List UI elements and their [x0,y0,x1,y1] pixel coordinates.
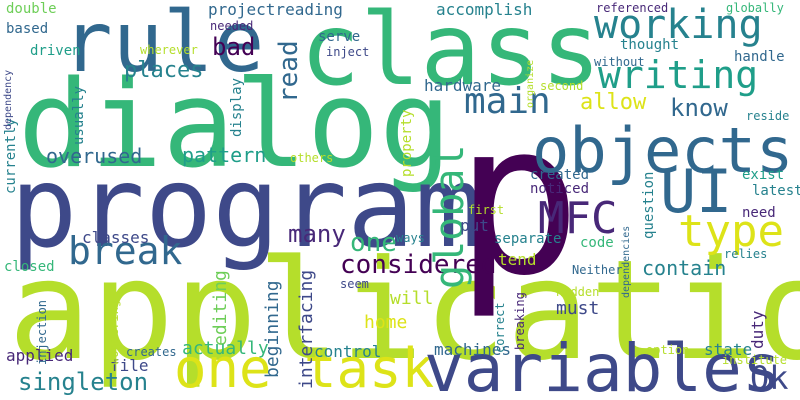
word-closed: closed [4,259,55,275]
word-relies: relies [724,247,768,261]
word-based: based [6,21,49,37]
word-accomplish: accomplish [436,0,533,19]
word-double: double [6,1,57,17]
word-working: working [594,2,763,48]
word-institute: institute [722,353,788,367]
word-dependency: dependency [3,69,14,130]
word-created: created [530,167,590,183]
word-code: code [580,235,614,251]
word-places: places [124,58,204,83]
word-ok: Ok [750,359,789,397]
word-second: second [540,79,584,93]
word-beginning: beginning [262,280,283,378]
word-contain: contain [642,256,727,280]
word-machines: machines [434,340,512,359]
word-type: type [678,206,784,257]
word-ui: UI [660,157,733,227]
word-handle: handle [734,49,785,65]
word-wherever: wherever [140,43,198,57]
word-latest: latest [752,183,800,199]
word-others: others [290,151,334,165]
word-seem: seem [340,277,369,291]
word-need: need [742,205,776,221]
word-reside: reside [746,109,790,123]
word-ways: ways [396,231,425,245]
word-main: main [464,81,551,122]
word-must: must [556,298,600,319]
word-application: application [8,230,800,391]
word-p: p [455,77,582,322]
word-allow: allow [580,90,647,115]
word-question: question [641,171,657,239]
word-interfacing: interfacing [296,269,317,389]
word-variables: variables [424,330,782,400]
word-pattern: pattern [182,143,267,167]
word-considered: considered [340,250,497,280]
word-read: read [274,40,304,103]
word-one: one [350,228,397,258]
word-rule: rule [62,0,265,91]
word-put: put [460,216,489,235]
word-control: control [314,342,382,361]
word-bad: bad [212,33,256,61]
word-driven: driven [30,43,81,59]
word-break: break [68,229,183,273]
word-separate: separate [494,231,562,247]
word-overused: overused [46,144,143,168]
word-globally: globally [726,1,784,15]
word-class: class [300,0,602,108]
word-neither: Neither [572,263,623,277]
word-organize: organize [525,59,536,108]
word-editing: editing [210,270,231,346]
word-serve: serve [318,29,361,45]
word-many: many [288,220,346,248]
word-tend: tend [498,250,537,269]
word-singleton: singleton [18,368,149,396]
word-exist: exist [742,167,785,183]
word-will: will [390,288,434,309]
word-without: without [594,55,645,69]
word-duty: duty [748,310,767,349]
word-correct: correct [493,302,507,353]
word-option: option [646,343,690,357]
word-home: home [364,312,408,333]
word-state: state [704,340,753,359]
word-projectreading: projectreading [208,0,343,19]
word-referenced: referenced [596,1,669,15]
word-classes: classes [82,228,150,247]
word-display: display [229,77,245,137]
word-applied: applied [6,346,74,365]
word-usually: usually [71,85,87,145]
word-actually: actually [182,338,269,359]
word-mfc: MFC [538,193,618,244]
word-one-task: one task [174,337,435,400]
word-noticed: noticed [530,181,590,197]
word-creates: creates [126,345,177,359]
word-program: program [10,143,483,273]
word-objects: objects [532,114,794,187]
word-hardware: hardware [424,76,502,95]
word-inject: inject [326,45,370,59]
word-breaking: breaking [513,292,527,350]
word-file: file [110,356,149,375]
word-dependencies: dependencies [621,225,632,298]
word-injection: injection [35,299,49,365]
word-needed: needed [210,19,254,33]
word-property: property [399,109,415,177]
word-dialog: dialog [18,56,452,195]
word-know: know [670,94,728,122]
word-hidden: hidden [556,285,600,299]
word-first: first [468,203,505,217]
word-thought: thought [620,37,680,53]
word-wondering: wondering [107,299,121,365]
word-writing: writing [598,53,759,97]
